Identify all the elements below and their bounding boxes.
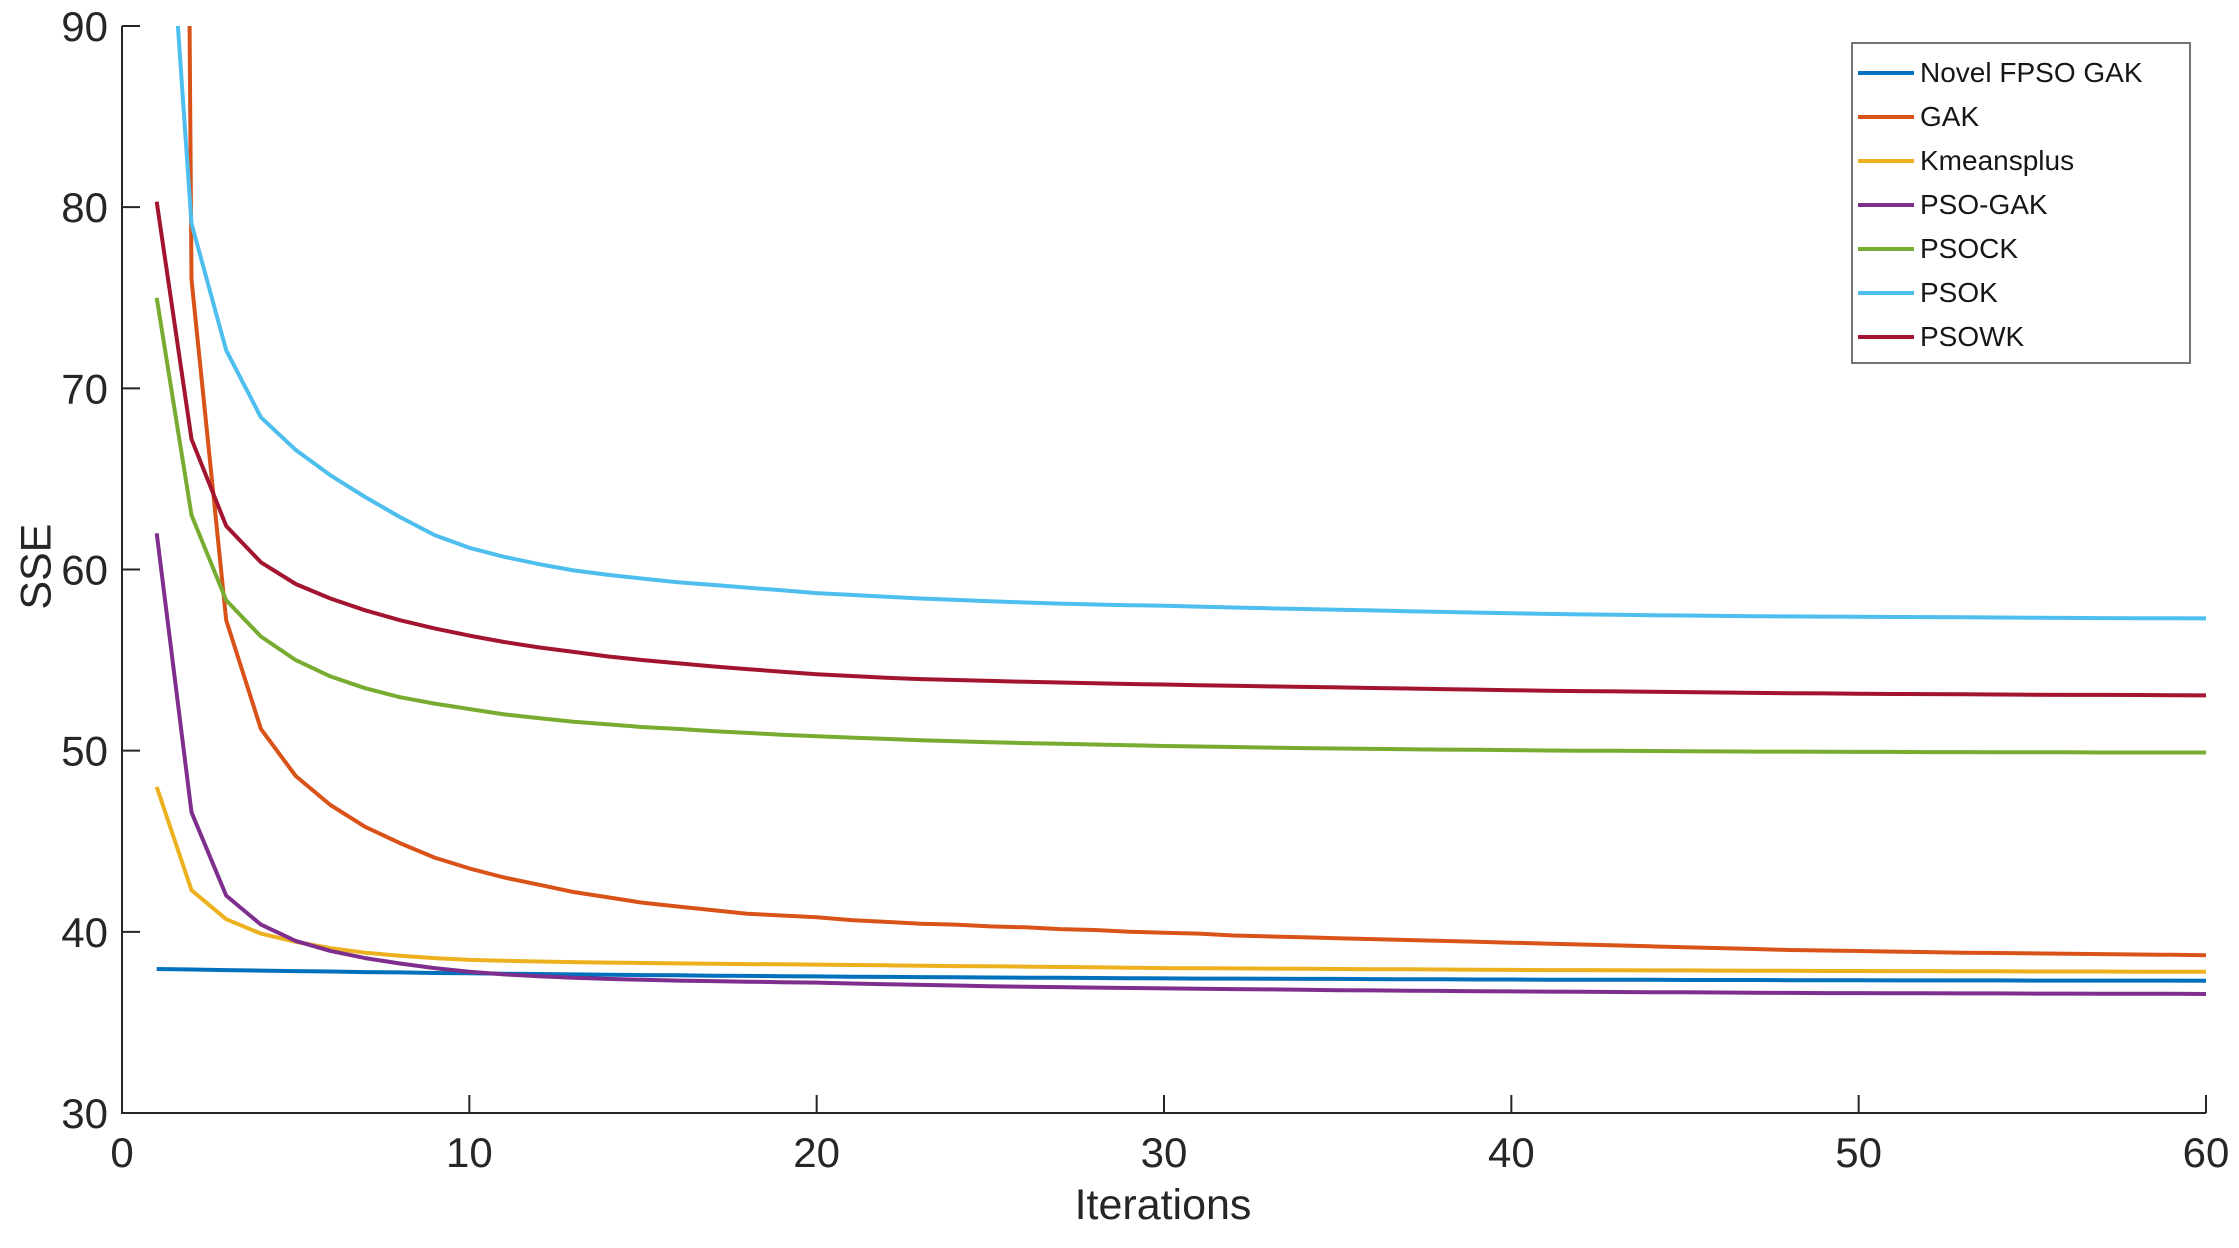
legend-line-sample-kmeansplus: [1858, 159, 1914, 163]
series-line-gak: [187, 26, 2206, 958]
y-tick-label: 90: [61, 3, 108, 50]
legend-label-psok: PSOK: [1920, 277, 1998, 308]
x-tick-label: 60: [2183, 1129, 2230, 1176]
y-tick-label: 30: [61, 1090, 108, 1137]
x-axis-label: Iterations: [1074, 1181, 1252, 1229]
legend-entry-psowk: PSOWK: [1853, 315, 2189, 359]
x-tick-label: 50: [1835, 1129, 1882, 1176]
legend-entry-gak: GAK: [1853, 95, 2189, 139]
series-line-psock: [154, 297, 2206, 755]
x-tick-label: 0: [110, 1129, 133, 1176]
x-tick-label: 20: [793, 1129, 840, 1176]
legend-line-sample-psok: [1858, 291, 1914, 295]
legend-label-novel-fpso-gak: Novel FPSO GAK: [1920, 57, 2143, 88]
legend-entry-pso-gak: PSO-GAK: [1853, 183, 2189, 227]
y-tick-label: 60: [61, 547, 108, 594]
legend-entry-novel-fpso-gak: Novel FPSO GAK: [1853, 51, 2189, 95]
legend-entry-psock: PSOCK: [1853, 227, 2189, 271]
y-tick-label: 40: [61, 909, 108, 956]
legend-line-sample-gak: [1858, 115, 1914, 119]
x-tick-label: 30: [1141, 1129, 1188, 1176]
legend: Novel FPSO GAK GAK Kmeansplus PSO-GAK PSOCK P…: [1851, 42, 2191, 364]
y-axis-label: SSE: [12, 523, 61, 610]
legend-line-sample-psowk: [1858, 335, 1914, 339]
y-tick-label: 50: [61, 728, 108, 775]
legend-label-kmeansplus: Kmeansplus: [1920, 145, 2075, 176]
series-line-pso-gak: [154, 533, 2206, 996]
x-tick-label: 10: [446, 1129, 493, 1176]
legend-entry-kmeansplus: Kmeansplus: [1853, 139, 2189, 183]
legend-label-psock: PSOCK: [1920, 233, 2019, 264]
series-line-kmeansplus: [154, 786, 2206, 974]
x-tick-label: 40: [1488, 1129, 1535, 1176]
series-line-psowk: [154, 201, 2206, 698]
y-tick-label: 70: [61, 365, 108, 412]
legend-label-gak: GAK: [1920, 101, 1980, 132]
legend-line-sample-novel-fpso-gak: [1858, 71, 1914, 75]
legend-label-pso-gak: PSO-GAK: [1920, 189, 2048, 220]
legend-line-sample-psock: [1858, 247, 1914, 251]
legend-line-sample-pso-gak: [1858, 203, 1914, 207]
y-tick-label: 80: [61, 184, 108, 231]
legend-label-psowk: PSOWK: [1920, 321, 2025, 352]
legend-entry-psok: PSOK: [1853, 271, 2189, 315]
series-line-psok: [175, 26, 2206, 621]
